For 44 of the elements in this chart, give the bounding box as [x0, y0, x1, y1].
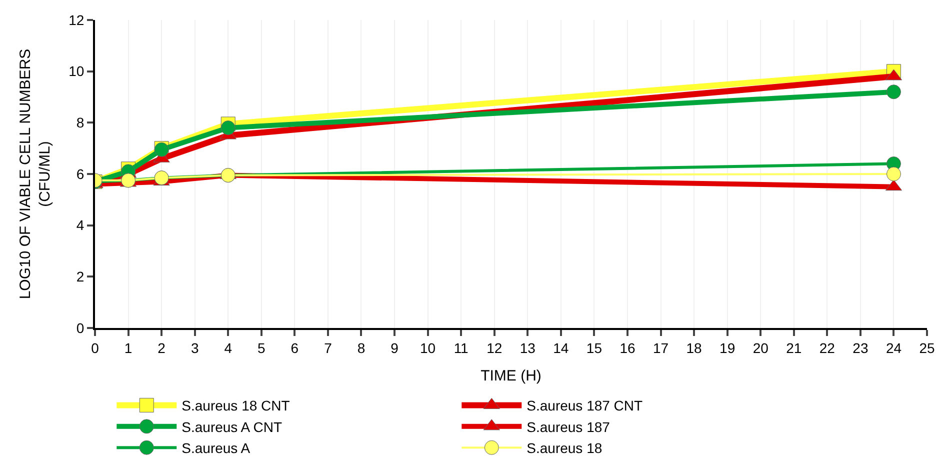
legend-label: S.aureus A CNT — [182, 418, 282, 435]
y-tick-label: 2 — [76, 268, 84, 285]
x-tick-label: 10 — [420, 340, 436, 356]
x-tick-label: 6 — [290, 340, 299, 356]
y-tick-label: 10 — [68, 63, 84, 80]
x-tick-label: 9 — [390, 340, 399, 356]
x-tick-label: 22 — [819, 340, 836, 356]
y-tick-label: 8 — [76, 114, 84, 131]
x-tick-label: 3 — [190, 340, 199, 356]
x-tick-label: 18 — [686, 340, 702, 356]
legend-label: S.aureus A — [182, 440, 251, 456]
x-tick-label: 12 — [486, 340, 502, 356]
x-tick-label: 25 — [919, 340, 935, 356]
x-tick-label: 0 — [91, 340, 100, 356]
y-tick-label: 4 — [76, 217, 84, 234]
x-axis-title: TIME (H) — [480, 367, 542, 384]
x-tick-label: 15 — [586, 340, 602, 356]
x-tick-label: 23 — [852, 340, 868, 356]
x-tick-label: 5 — [258, 340, 266, 356]
point — [220, 120, 236, 136]
legend-label: S.aureus 18 CNT — [182, 398, 290, 414]
y-tick-label: 12 — [68, 12, 84, 28]
x-tick-label: 24 — [886, 340, 902, 356]
x-tick-label: 13 — [520, 340, 536, 356]
x-tick-label: 11 — [454, 340, 469, 356]
y-axis-title: LOG10 OF VIABLE CELL NUMBERS (CFU/ML) — [16, 48, 54, 300]
y-tick-label: 0 — [76, 320, 84, 336]
x-tick-label: 21 — [786, 340, 802, 356]
x-tick-label: 8 — [357, 340, 366, 356]
legend-label: S.aureus 187 CNT — [526, 398, 644, 414]
legend-label: S.aureus 187 — [526, 418, 610, 435]
point — [886, 84, 901, 100]
x-tick-label: 2 — [158, 340, 166, 356]
x-tick-label: 16 — [620, 340, 636, 356]
x-tick-label: 4 — [224, 340, 232, 356]
x-tick-label: 7 — [324, 340, 332, 356]
y-tick-label: 6 — [76, 166, 84, 182]
point — [886, 166, 901, 182]
legend-label: S.aureus 18 — [526, 440, 602, 456]
x-tick-label: 1 — [124, 340, 132, 356]
x-tick-label: 14 — [553, 340, 569, 356]
x-tick-label: 20 — [752, 340, 769, 356]
x-tick-label: 17 — [652, 340, 669, 356]
x-tick-label: 19 — [720, 340, 736, 356]
